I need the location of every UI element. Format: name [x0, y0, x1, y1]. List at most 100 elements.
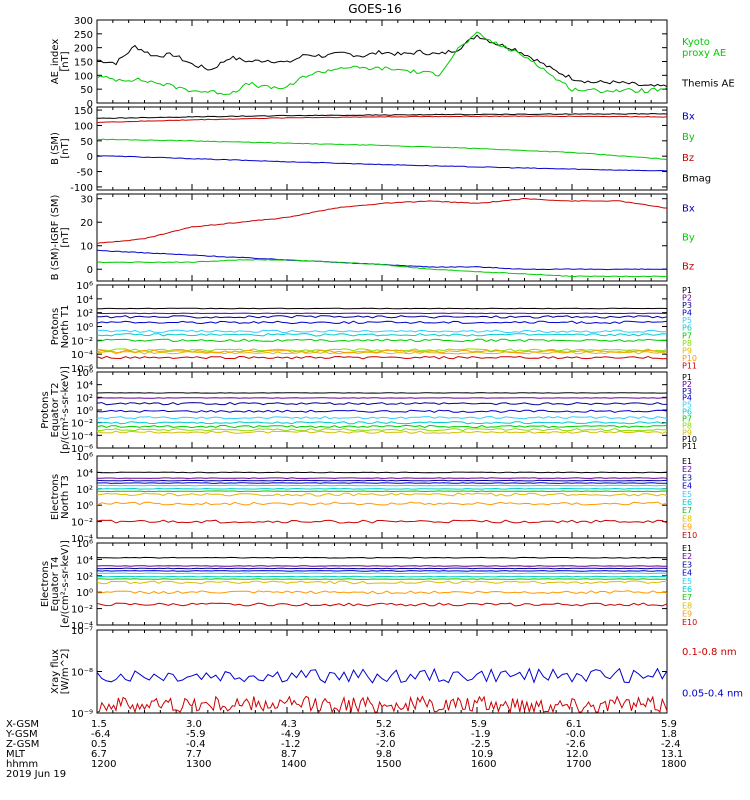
ephemeris-value: 1.8 [661, 729, 677, 740]
panel-7: 10⁻⁷ 10⁻⁸ 10⁻⁹ Xray flux [W/m^2] 0.1-0.8 nm 0.… [50, 626, 743, 720]
y-tick-label: 10 [80, 242, 93, 253]
y-tick-label: 0 [87, 265, 93, 276]
legend-entry: 0.1-0.8 nm [682, 647, 737, 658]
series-e10 [96, 602, 668, 607]
y-tick-label: 50 [80, 85, 93, 96]
series-p3 [96, 402, 668, 406]
series-bx [96, 249, 668, 271]
ephemeris-value: -5.9 [186, 729, 206, 740]
legend-entry: E4 [682, 482, 692, 491]
y-tick-label: 10⁻² [71, 518, 93, 529]
legend-entry: P4 [682, 394, 692, 403]
legend-entry: E8 [682, 601, 692, 610]
y-axis-label: Electrons [40, 561, 51, 607]
ephemeris-value: 1.5 [91, 719, 107, 730]
series-p7 [96, 338, 668, 343]
ephemeris-value: -1.2 [281, 739, 301, 750]
ephemeris-row-label: X-GSM [6, 719, 39, 730]
y-tick-label: 10⁻⁴ [71, 350, 93, 361]
ephemeris-value: 1700 [566, 759, 591, 770]
y-axis-label: B (SM)-IGRF (SM) [50, 195, 61, 281]
ephemeris-value: -2.4 [661, 739, 681, 750]
y-tick-label: 10⁶ [76, 452, 93, 463]
y-tick-label: 30 [80, 195, 93, 206]
legend-entry: P8 [682, 421, 692, 430]
ephemeris-value: 6.7 [91, 749, 107, 760]
legend-entry: Kyoto [682, 37, 710, 48]
chart-title: GOES-16 [348, 2, 402, 16]
ephemeris-value: 1800 [661, 759, 686, 770]
panel-frame [96, 455, 668, 539]
y-tick-label: 10² [76, 572, 93, 583]
y-tick-label: 10² [76, 485, 93, 496]
y-tick-label: 100 [74, 71, 93, 82]
legend-entry: P7 [682, 414, 692, 423]
legend-entry: P3 [682, 387, 692, 396]
series-e10 [96, 519, 668, 524]
y-tick-label: 10⁶ [76, 539, 93, 550]
series-0-1-0-8-nm [96, 695, 668, 714]
y-tick-label: 300 [74, 16, 93, 27]
y-tick-label: 200 [74, 44, 93, 55]
y-axis-label: Equator T4 [50, 557, 61, 612]
legend-entry: E2 [682, 552, 692, 561]
series-e6 [96, 575, 668, 578]
y-tick-label: 10⁰ [76, 501, 93, 512]
legend-entry: P7 [682, 331, 692, 340]
series-bz [96, 197, 667, 244]
legend-entry: E9 [682, 523, 692, 532]
ephemeris-value: -2.6 [566, 739, 586, 750]
series-e9 [96, 501, 668, 506]
legend-entry: E2 [682, 465, 692, 474]
legend-entry: E3 [682, 560, 692, 569]
legend-entry: P1 [682, 286, 692, 295]
ephemeris-row-label: MLT [6, 749, 26, 760]
ephemeris-row-label: Z-GSM [6, 739, 39, 750]
legend-entry: E6 [682, 585, 692, 594]
legend-entry: P5 [682, 401, 692, 410]
series-e4 [96, 570, 668, 572]
series-bx [96, 154, 668, 172]
series-e8 [96, 580, 668, 585]
series-p9 [96, 351, 668, 355]
series-p6 [96, 421, 668, 425]
series-p5 [96, 329, 668, 334]
legend-entry: E8 [682, 514, 692, 523]
ephemeris-value: 1600 [471, 759, 496, 770]
series-e1 [96, 471, 668, 474]
y-tick-label: 10⁴ [76, 555, 93, 566]
ephemeris-value: 5.9 [661, 719, 677, 730]
panel-6: 10⁶ 10⁴ 10² 10⁰ 10⁻² 10⁻⁴ Electrons Equator T4[… [40, 539, 697, 632]
y-tick-label: 10⁻⁹ [71, 709, 93, 720]
y-axis-label: Electrons [50, 474, 61, 520]
y-tick-label: 10⁻⁴ [71, 534, 93, 545]
series-p3 [97, 315, 668, 319]
ephemeris-value: 13.1 [661, 749, 683, 760]
y-axis-label: Protons [40, 391, 51, 428]
legend-entry: E5 [682, 577, 692, 586]
y-axis-label: [nT] [60, 51, 71, 71]
series-by [96, 258, 668, 278]
y-tick-label: 10⁶ [76, 281, 93, 292]
y-tick-label: 10⁻⁶ [71, 364, 93, 375]
y-axis-label: Protons [50, 308, 61, 345]
legend-entry: P6 [682, 408, 692, 417]
series-p11 [96, 355, 668, 360]
panel-0: 0 50 100 150 200 250 300 AE_index [nT] Kyotoproxy… [50, 16, 735, 110]
y-axis-label: North T1 [60, 305, 71, 349]
ephemeris-value: 8.7 [281, 749, 297, 760]
series-themis-ae [96, 34, 668, 88]
panel-2: 0 10 20 30 B (SM)-IGRF (SM) [nT] Bx By Bz [50, 193, 695, 282]
series-p2 [96, 397, 668, 399]
ephemeris-value: -4.9 [281, 729, 301, 740]
series-by [96, 138, 668, 161]
y-tick-label: 10⁻² [71, 419, 93, 430]
y-tick-label: 10⁻⁴ [71, 431, 93, 442]
y-tick-label: 100 [74, 121, 93, 132]
ephemeris-value: 0.5 [91, 739, 107, 750]
series-e6 [96, 487, 668, 490]
series-e2 [97, 477, 668, 480]
legend-entry: Themis AE [681, 78, 735, 89]
